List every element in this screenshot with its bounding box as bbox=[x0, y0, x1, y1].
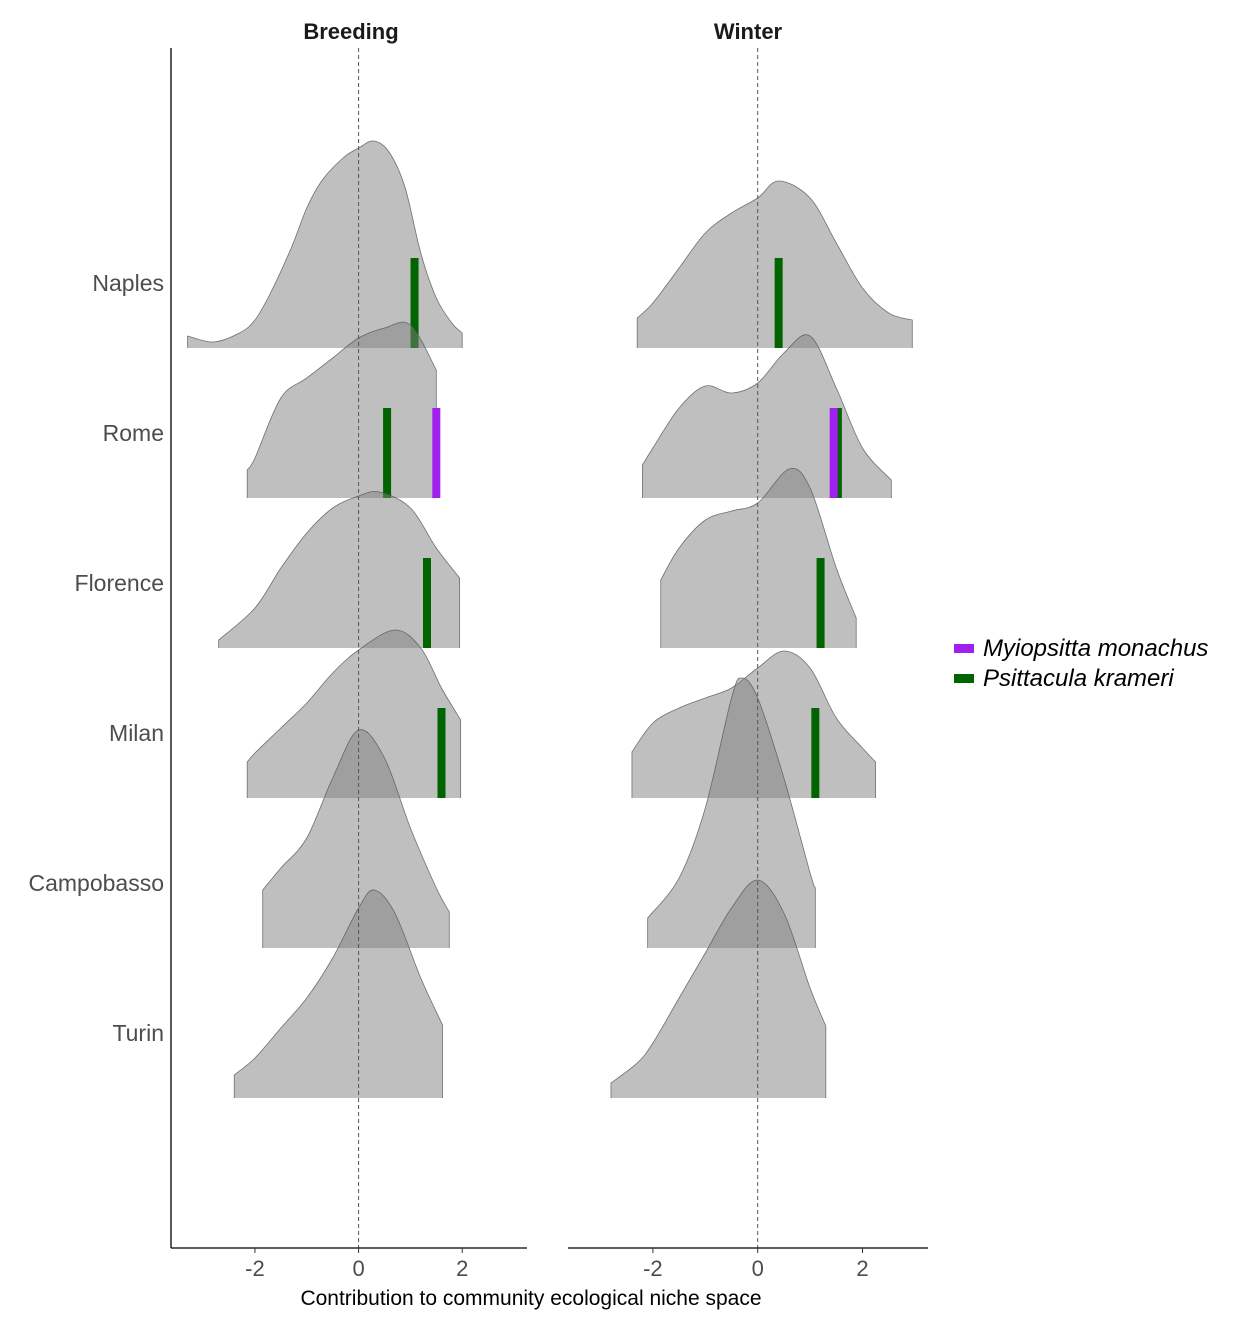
species-marker-myiopsitta-monachus-rome bbox=[829, 408, 838, 498]
density-naples-breeding bbox=[187, 140, 463, 348]
legend-key-myiopsitta bbox=[954, 644, 974, 653]
density-outline-florence-winter bbox=[660, 468, 857, 648]
panels: -2 0 2 -2 0 2 bbox=[170, 48, 928, 1281]
density-outline-rome-breeding bbox=[246, 321, 437, 498]
density-outline-turin-winter bbox=[610, 879, 827, 1098]
y-label-naples: Naples bbox=[92, 270, 164, 296]
legend-key-psittacula bbox=[954, 674, 974, 683]
density-florence-breeding bbox=[218, 491, 460, 648]
x-tick-label: -2 bbox=[245, 1256, 265, 1281]
y-axis-labels: Naples Rome Florence Milan Campobasso Turin bbox=[28, 270, 164, 1046]
panel-winter: -2 0 2 bbox=[568, 48, 928, 1281]
density-outline-rome-winter bbox=[642, 334, 892, 498]
species-marker-myiopsitta-monachus-rome bbox=[432, 408, 441, 498]
panel-breeding: -2 0 2 bbox=[170, 48, 527, 1281]
y-label-turin: Turin bbox=[112, 1020, 164, 1046]
panel-title-breeding: Breeding bbox=[303, 19, 398, 44]
y-label-rome: Rome bbox=[103, 420, 164, 446]
density-outline-naples-winter bbox=[636, 180, 913, 348]
species-marker-psittacula-krameri-florence bbox=[422, 558, 431, 648]
panel-title-winter: Winter bbox=[714, 19, 783, 44]
density-outline-campobasso-winter bbox=[647, 677, 816, 948]
legend: Myiopsitta monachus Psittacula krameri bbox=[954, 635, 1208, 692]
x-axis-title: Contribution to community ecological nic… bbox=[300, 1287, 761, 1310]
density-campobasso-breeding bbox=[262, 729, 450, 948]
legend-label-psittacula: Psittacula krameri bbox=[983, 665, 1174, 692]
x-tick-label: 2 bbox=[456, 1256, 468, 1281]
x-tick-label: 0 bbox=[352, 1256, 364, 1281]
species-marker-psittacula-krameri-florence bbox=[816, 558, 825, 648]
y-label-campobasso: Campobasso bbox=[28, 870, 164, 896]
legend-label-myiopsitta: Myiopsitta monachus bbox=[983, 635, 1208, 662]
density-milan-breeding bbox=[247, 629, 461, 798]
density-turin-breeding bbox=[234, 889, 443, 1098]
density-florence-winter bbox=[660, 468, 857, 648]
density-turin-winter bbox=[610, 879, 826, 1098]
species-marker-psittacula-krameri-milan bbox=[437, 708, 446, 798]
density-campobasso-winter bbox=[647, 677, 816, 948]
y-label-milan: Milan bbox=[109, 720, 164, 746]
x-tick-label: -2 bbox=[643, 1256, 663, 1281]
y-label-florence: Florence bbox=[75, 570, 164, 596]
density-outline-turin-breeding bbox=[233, 889, 443, 1098]
species-marker-psittacula-krameri-milan bbox=[811, 708, 820, 798]
density-outline-florence-breeding bbox=[218, 491, 461, 648]
density-rome-breeding bbox=[247, 322, 437, 498]
x-tick-label: 0 bbox=[752, 1256, 764, 1281]
x-tick-label: 2 bbox=[856, 1256, 868, 1281]
density-rome-winter bbox=[642, 334, 892, 498]
species-marker-psittacula-krameri-rome bbox=[383, 408, 392, 498]
species-marker-psittacula-krameri-rome bbox=[833, 408, 842, 498]
density-outline-milan-breeding bbox=[246, 629, 462, 798]
density-outline-naples-breeding bbox=[187, 140, 463, 348]
species-marker-psittacula-krameri-naples bbox=[774, 258, 783, 348]
species-marker-psittacula-krameri-naples bbox=[410, 258, 419, 348]
